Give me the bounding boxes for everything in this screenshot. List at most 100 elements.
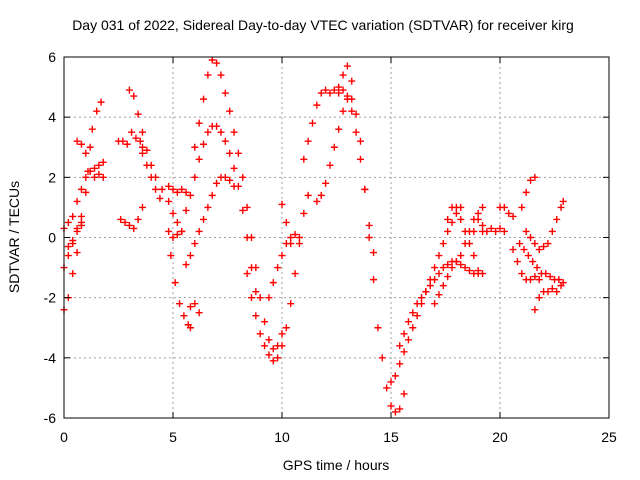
data-point <box>396 405 404 413</box>
data-point <box>335 89 343 97</box>
data-point <box>230 128 238 136</box>
data-point <box>559 197 567 205</box>
data-point <box>465 240 473 248</box>
data-point <box>300 155 308 163</box>
data-points-layer <box>60 56 567 416</box>
data-point <box>77 140 85 148</box>
data-point <box>474 215 482 223</box>
data-point <box>91 164 99 172</box>
data-point <box>465 267 473 275</box>
data-point <box>529 258 537 266</box>
data-point <box>322 179 330 187</box>
data-point <box>265 351 273 359</box>
data-point <box>452 258 460 266</box>
data-point <box>195 119 203 127</box>
data-point <box>444 261 452 269</box>
data-point <box>531 173 539 181</box>
data-point <box>234 149 242 157</box>
x-axis-label: GPS time / hours <box>283 457 390 473</box>
data-point <box>73 224 81 232</box>
data-point <box>326 89 334 97</box>
data-point <box>176 300 184 308</box>
series-arc-04 <box>73 137 107 181</box>
data-point <box>457 261 465 269</box>
data-point <box>295 234 303 241</box>
series-arc-34 <box>522 197 567 254</box>
series-arc-32 <box>518 173 539 211</box>
data-point <box>487 224 495 232</box>
data-point <box>335 125 343 133</box>
data-point <box>82 149 90 157</box>
data-point <box>182 261 190 269</box>
data-point <box>426 282 434 290</box>
y-tick-label: -6 <box>44 410 57 426</box>
data-point <box>431 300 439 308</box>
data-point <box>400 348 408 356</box>
data-point <box>492 227 500 235</box>
data-point <box>138 128 146 136</box>
data-point <box>509 212 517 220</box>
data-point <box>439 240 447 248</box>
data-point <box>527 234 535 241</box>
data-point <box>186 252 194 260</box>
data-point <box>287 300 295 308</box>
data-point <box>274 264 282 272</box>
ticks-layer <box>63 56 610 419</box>
series-arc-11 <box>165 227 186 241</box>
data-point <box>269 345 277 353</box>
data-point <box>99 173 107 181</box>
data-point <box>291 270 299 278</box>
data-point <box>439 264 447 272</box>
data-point <box>396 342 404 350</box>
series-arc-05 <box>64 212 85 251</box>
series-arc-02 <box>60 158 107 232</box>
data-point <box>513 258 521 266</box>
data-point <box>138 149 146 157</box>
data-point <box>317 191 325 199</box>
data-point <box>73 137 81 145</box>
data-point <box>93 107 101 115</box>
data-point <box>200 95 208 103</box>
data-point <box>322 86 330 94</box>
data-point <box>252 288 260 296</box>
series-arc-28 <box>479 224 508 235</box>
data-point <box>136 137 144 145</box>
data-point <box>95 170 103 178</box>
data-point <box>278 342 286 350</box>
data-point <box>391 408 399 416</box>
data-point <box>548 285 556 293</box>
data-point <box>82 188 90 196</box>
data-point <box>361 185 369 193</box>
y-tick-label: 6 <box>48 49 56 65</box>
data-point <box>553 288 561 296</box>
data-point <box>520 246 528 254</box>
data-point <box>479 221 487 229</box>
data-point <box>518 270 526 278</box>
data-point <box>182 188 190 196</box>
data-point <box>326 161 334 169</box>
data-point <box>339 107 347 115</box>
data-point <box>544 288 552 296</box>
data-point <box>169 209 177 217</box>
data-point <box>125 221 133 229</box>
series-arc-27 <box>444 203 482 278</box>
series-arc-20 <box>300 86 378 257</box>
data-point <box>287 234 295 241</box>
data-point <box>265 336 273 344</box>
data-point <box>400 330 408 338</box>
data-point <box>123 140 131 148</box>
data-point <box>169 234 177 241</box>
data-point <box>230 182 238 190</box>
data-point <box>374 324 382 332</box>
data-point <box>208 191 216 199</box>
series-arc-16 <box>182 173 238 269</box>
data-point <box>99 158 107 166</box>
data-point <box>143 161 151 169</box>
data-point <box>156 194 164 202</box>
data-point <box>343 62 351 70</box>
data-point <box>435 270 443 278</box>
data-point <box>191 300 199 308</box>
series-arc-17 <box>243 191 312 365</box>
data-point <box>522 188 530 196</box>
